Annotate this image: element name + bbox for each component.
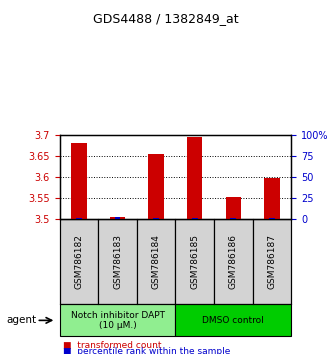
- Text: ■  percentile rank within the sample: ■ percentile rank within the sample: [63, 347, 230, 354]
- Text: GSM786186: GSM786186: [229, 234, 238, 290]
- Text: GSM786182: GSM786182: [74, 234, 83, 290]
- Bar: [115, 217, 120, 219]
- Bar: [264, 178, 280, 219]
- Text: GSM786184: GSM786184: [152, 234, 161, 290]
- Text: GSM786187: GSM786187: [267, 234, 276, 290]
- Bar: [153, 218, 159, 219]
- Bar: [148, 154, 164, 219]
- Bar: [187, 137, 203, 219]
- Text: GSM786183: GSM786183: [113, 234, 122, 290]
- Bar: [230, 218, 236, 219]
- Text: ■  transformed count: ■ transformed count: [63, 341, 162, 350]
- Text: DMSO control: DMSO control: [203, 316, 264, 325]
- Bar: [269, 218, 275, 219]
- Text: Notch inhibitor DAPT
(10 μM.): Notch inhibitor DAPT (10 μM.): [71, 311, 165, 330]
- Text: GSM786185: GSM786185: [190, 234, 199, 290]
- Bar: [76, 218, 82, 219]
- Bar: [110, 217, 125, 219]
- Text: agent: agent: [7, 315, 37, 325]
- Bar: [71, 143, 87, 219]
- Bar: [226, 197, 241, 219]
- Bar: [192, 218, 198, 219]
- Text: GDS4488 / 1382849_at: GDS4488 / 1382849_at: [93, 12, 238, 25]
